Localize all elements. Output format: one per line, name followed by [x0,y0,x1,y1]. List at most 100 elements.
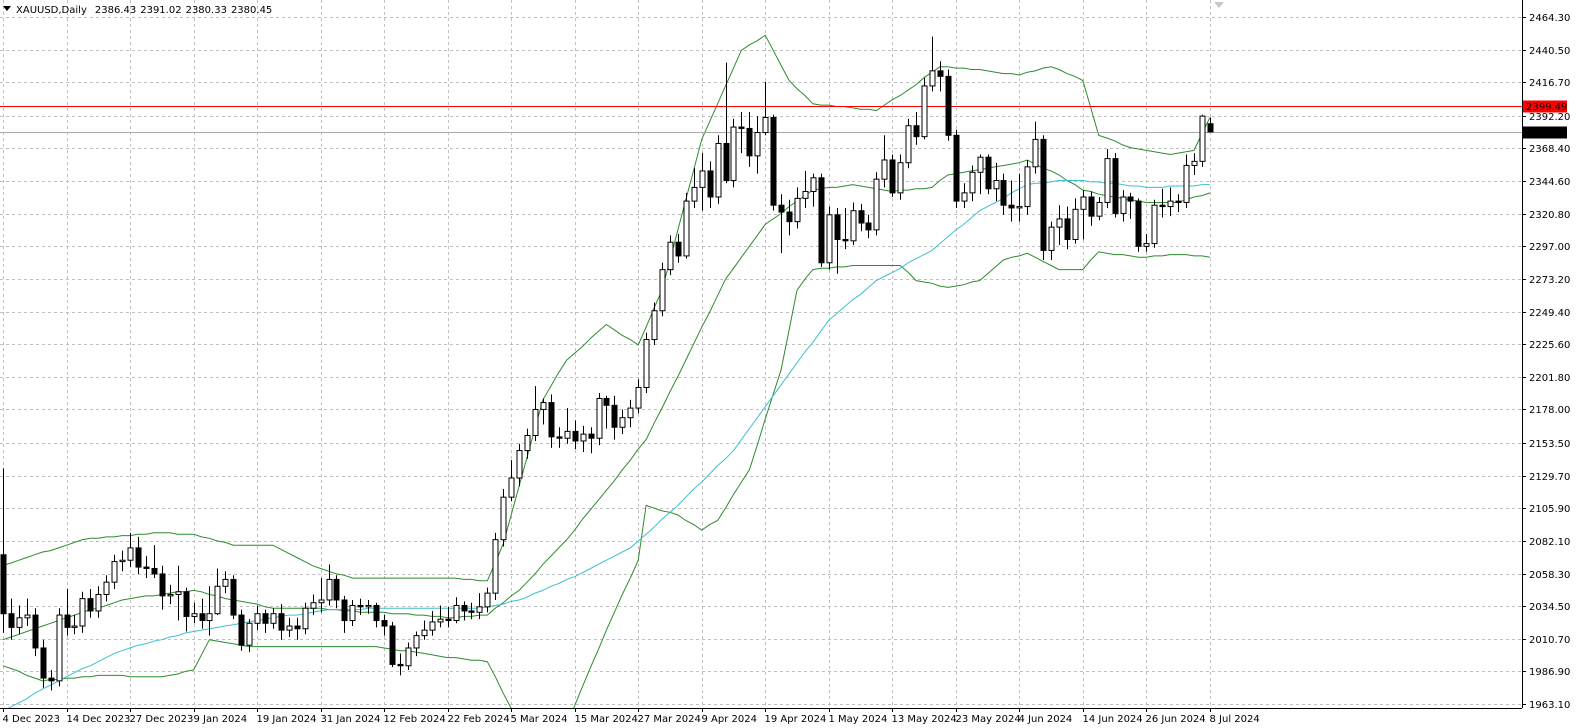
bid-label: 2380.45 [1526,128,1567,139]
candle-body [1096,201,1103,217]
candle-body [985,156,992,190]
candle-body [143,566,150,569]
candle-body [937,70,944,77]
candle-body [675,241,682,257]
y-tick-label: 2249.40 [1529,308,1570,319]
candle-body [278,613,285,631]
candle-body [40,647,47,679]
candle-body [683,200,690,257]
candle-body [635,387,642,409]
candle-body [1040,138,1047,251]
indicator-line [2,34,1211,582]
y-tick-label: 2034.50 [1529,602,1570,613]
candle-body [373,604,380,622]
indicator-line [2,251,1210,708]
candle-body [119,559,126,563]
candle-body [167,594,174,597]
candle-body [873,178,880,231]
candle-body [437,618,444,623]
candle-body [889,159,896,194]
candle-body [24,614,31,619]
candle-body [1008,204,1015,209]
x-tick-label: 9 Jan 2024 [194,714,248,725]
candle-body [1024,166,1031,208]
x-tick-label: 5 Mar 2024 [511,714,568,725]
candle-body [175,591,182,596]
candle-body [881,159,888,180]
candle-body [945,75,952,136]
candle-body [834,214,841,240]
header-close: 2380.45 [231,5,272,16]
candle-body [310,602,317,609]
candle-body [357,604,364,608]
candle-body [286,625,293,631]
candle-body [429,621,436,631]
candle-body [580,433,587,442]
y-tick-label: 2129.70 [1529,472,1570,483]
candle-body [596,397,603,439]
candle-body [468,610,475,613]
x-tick-label: 27 Mar 2024 [638,714,701,725]
candle-body [643,339,650,389]
candle-body [1056,218,1063,228]
candle-body [524,434,531,452]
candle-body [913,125,920,138]
candle-body [1048,226,1055,251]
candle-body [1016,206,1023,209]
x-tick-label: 19 Apr 2024 [765,714,827,725]
candle-body [254,613,261,624]
candle-body [302,607,309,630]
indicator-line [7,180,1210,708]
candle-body [770,116,777,206]
candle-body [492,539,499,594]
candle-body [333,578,340,601]
candle-body [619,417,626,428]
candle-body [151,567,158,575]
candle-body [8,613,15,628]
chart-shift-marker[interactable] [1214,2,1224,8]
x-tick-label: 4 Dec 2023 [3,714,61,725]
y-tick-label: 2153.50 [1529,439,1570,450]
candle-body [1072,208,1079,240]
candle-body [810,177,817,192]
candle-body [183,591,190,617]
candle-body [294,625,301,630]
candle-body [826,214,833,264]
y-tick-label: 2225.60 [1529,340,1570,351]
candle-body [1191,160,1198,166]
candle-body [707,170,714,198]
candle-body [564,430,571,439]
y-tick-label: 2105.90 [1529,504,1570,515]
y-tick-label: 2440.50 [1529,46,1570,57]
level-label: 2399.49 [1526,102,1567,113]
header-high: 2391.02 [140,5,181,16]
y-tick-label: 2273.20 [1529,275,1570,286]
candle-body [651,310,658,341]
x-tick-label: 13 May 2024 [892,714,957,725]
candle-body [32,614,39,649]
y-tick-label: 2010.70 [1529,635,1570,646]
candle-body [476,606,483,613]
candle-body [1120,196,1127,214]
candle-body [969,171,976,194]
candle-body [548,402,555,438]
symbol-menu-arrow[interactable] [3,6,11,11]
candle-body [953,134,960,202]
candle-body [135,547,142,568]
candle-body [738,126,745,129]
candle-body [214,585,221,615]
candle-body [405,647,412,667]
candle-body [230,578,237,616]
y-tick-label: 2320.80 [1529,210,1570,221]
candle-body [627,407,634,419]
candle-body [532,408,539,436]
indicators [2,34,1211,708]
candle-body [87,598,94,612]
candle-body [159,573,166,597]
candle-body [1175,200,1182,203]
x-tick-label: 12 Feb 2024 [384,714,446,725]
candle-body [127,547,134,561]
axes: 1963.10 1986.90 2010.70 2034.50 2058.30 2082.… [3,13,1571,725]
x-tick-label: 22 Feb 2024 [448,714,510,725]
